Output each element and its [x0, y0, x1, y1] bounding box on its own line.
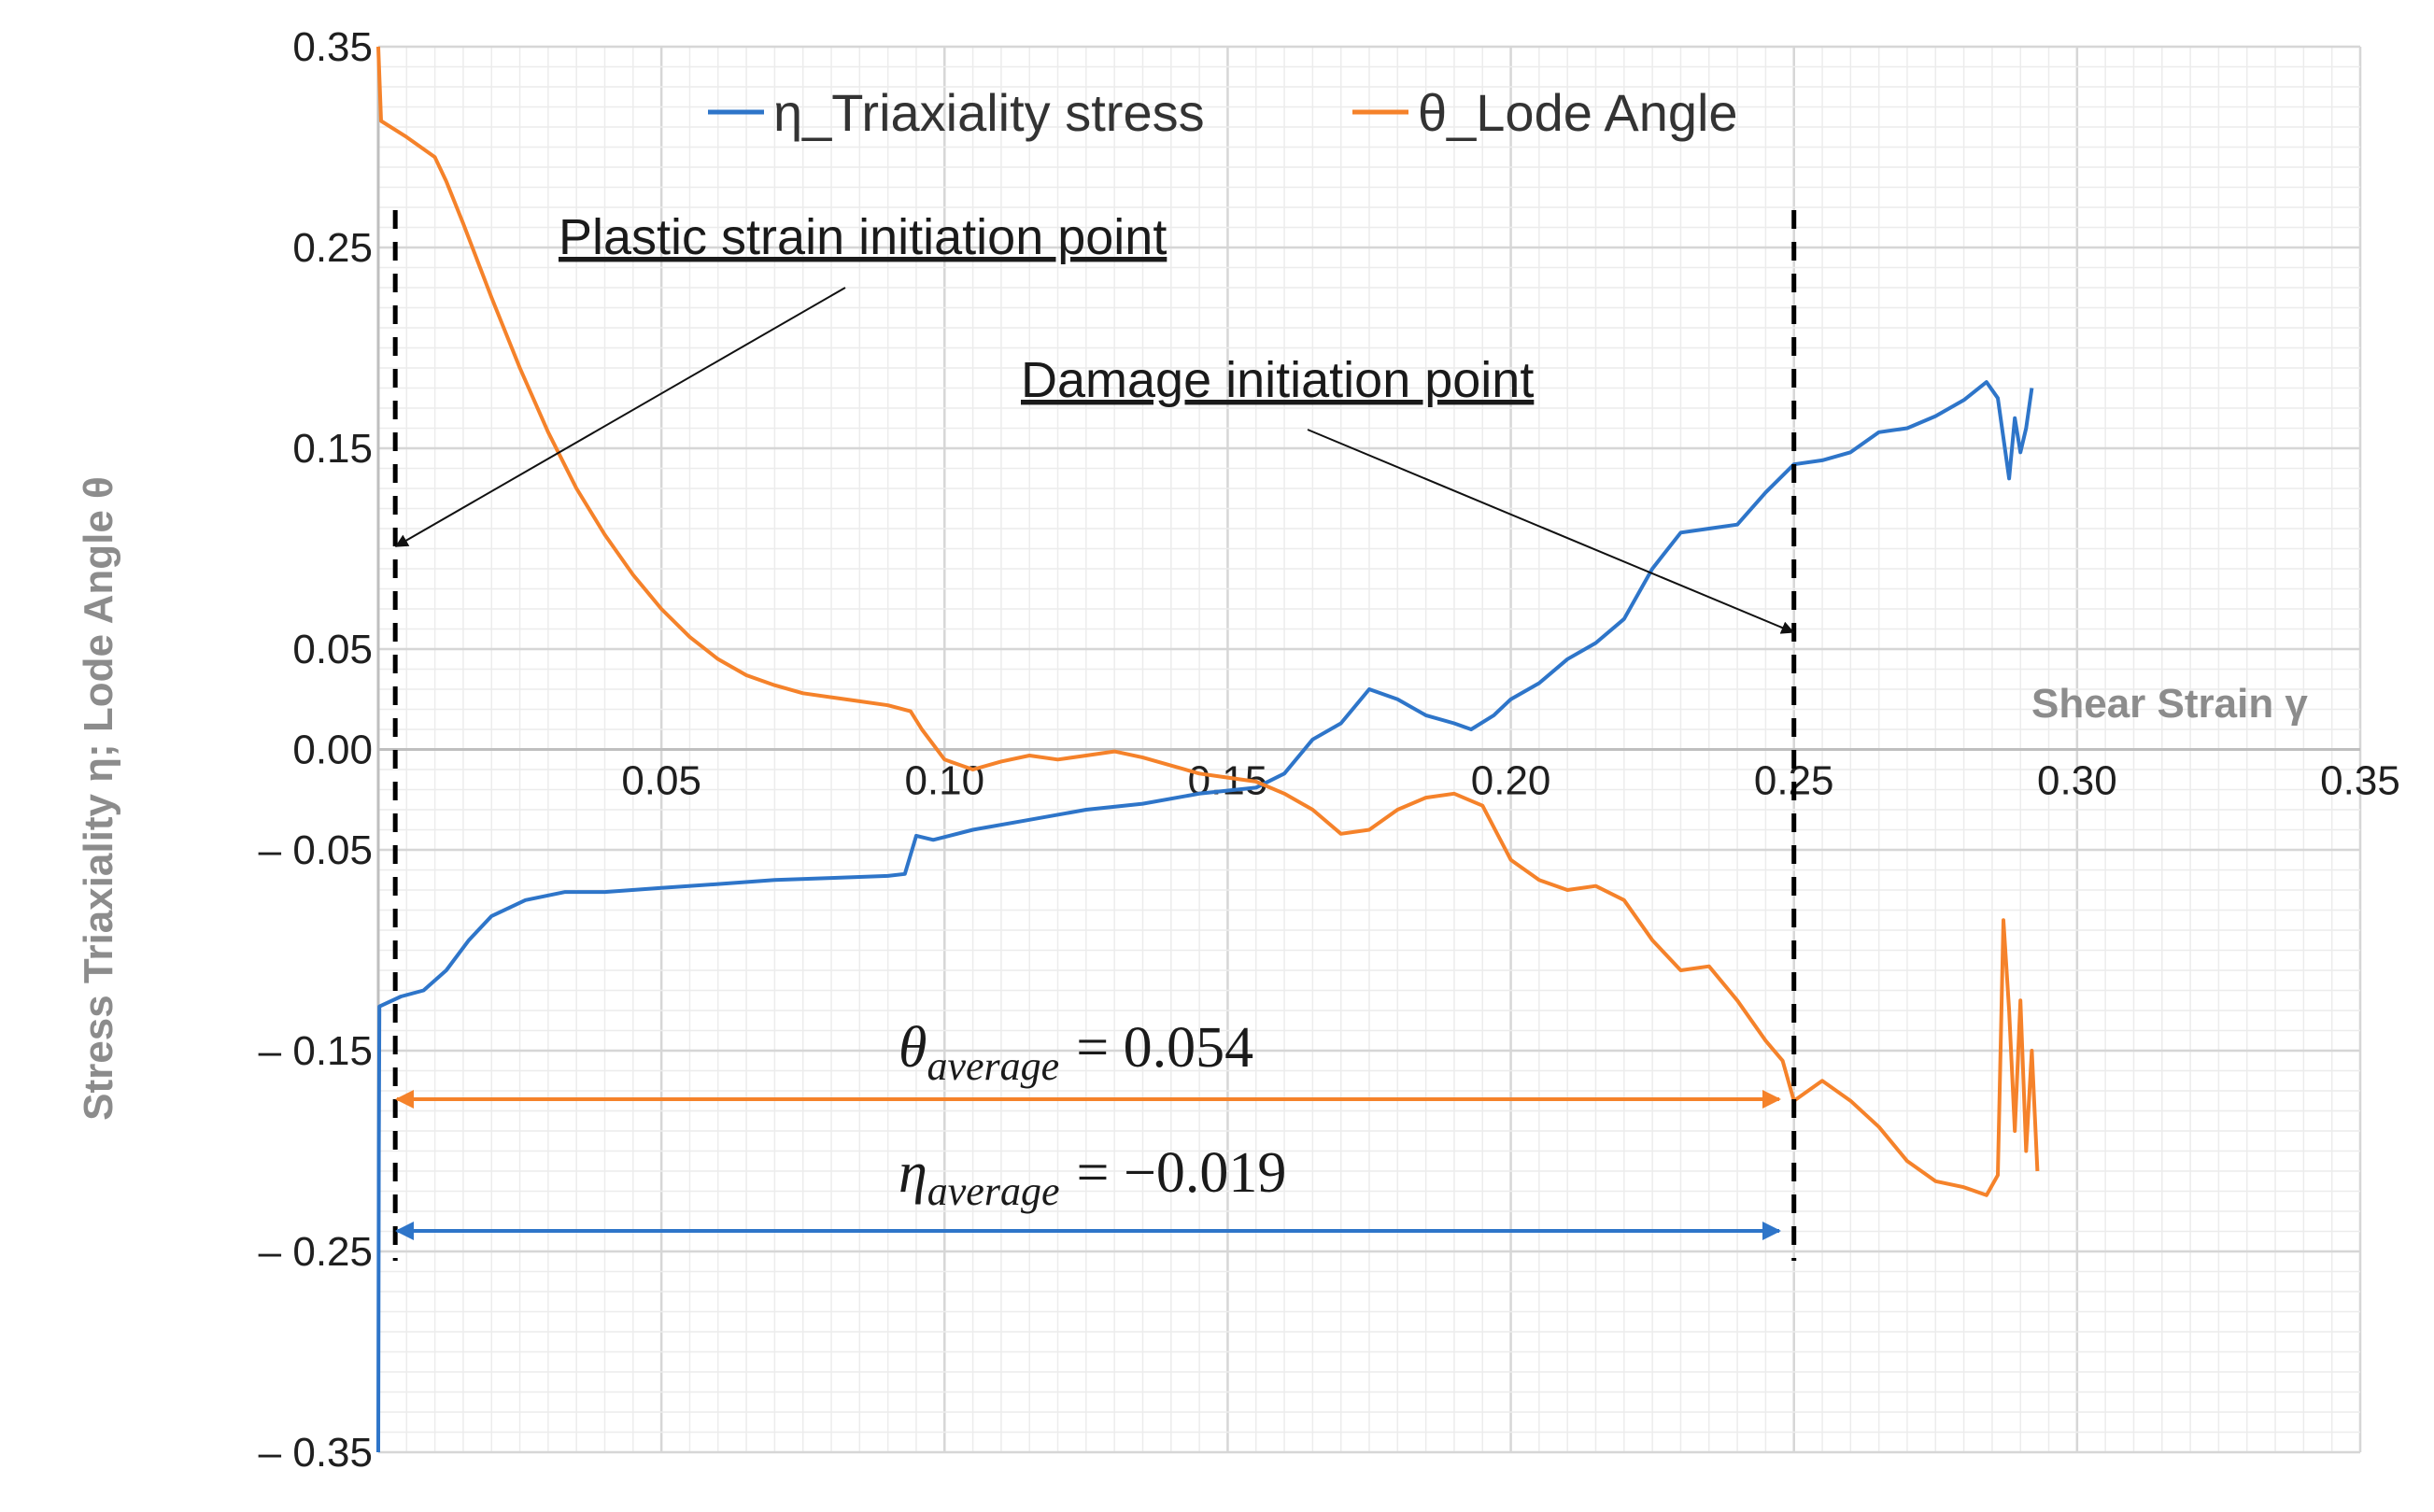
x-tick-label: 0.10 — [904, 758, 984, 804]
plastic-strain-annotation: Plastic strain initiation point — [559, 209, 1167, 265]
legend-label-eta: η_Triaxiality stress — [773, 83, 1205, 142]
theta-average-value: = 0.054 — [1076, 1016, 1253, 1080]
y-tick-label: – 0.05 — [259, 827, 373, 873]
damage-initiation-leader-arrow — [1307, 429, 1795, 634]
y-tick-label: 0.35 — [292, 24, 373, 70]
x-tick-label: 0.20 — [1471, 758, 1551, 804]
y-tick-labels: 0.35 0.25 0.15 0.05 0.00 – 0.05 – 0.15 – 0.25 – … — [259, 24, 373, 1476]
x-tick-label: 0.05 — [621, 758, 701, 804]
y-tick-label: – 0.35 — [259, 1430, 373, 1476]
eta-average-label: ηaverage = −0.019 — [899, 1141, 1286, 1214]
y-tick-label: – 0.15 — [259, 1028, 373, 1074]
y-tick-label: 0.25 — [292, 225, 373, 271]
theta-average-label: θaverage = 0.054 — [899, 1016, 1253, 1089]
x-tick-label: 0.35 — [2320, 758, 2400, 804]
series-line-theta — [376, 46, 2040, 1197]
series-layer — [376, 46, 2040, 1453]
legend-label-theta: θ_Lode Angle — [1418, 83, 1738, 142]
theta-average-subscript: average — [927, 1043, 1059, 1089]
legend: η_Triaxiality stress θ_Lode Angle — [708, 83, 1738, 142]
series-line-eta — [376, 380, 2034, 1453]
x-axis-title: Shear Strain γ — [2031, 681, 2308, 727]
y-axis-title: Stress Triaxiality η; Lode Angle θ — [76, 476, 121, 1121]
x-tick-label: 0.30 — [2037, 758, 2117, 804]
eta-average-subscript: average — [927, 1168, 1060, 1214]
y-tick-label: 0.15 — [292, 426, 373, 472]
plastic-strain-leader-arrow — [394, 287, 846, 547]
y-tick-label: 0.05 — [292, 627, 373, 672]
eta-average-symbol: η — [899, 1141, 927, 1205]
y-tick-label: 0.00 — [292, 728, 373, 773]
theta-average-symbol: θ — [899, 1016, 927, 1080]
damage-initiation-annotation: Damage initiation point — [1021, 352, 1534, 408]
y-tick-label: – 0.25 — [259, 1229, 373, 1275]
eta-average-value: = −0.019 — [1076, 1141, 1286, 1205]
